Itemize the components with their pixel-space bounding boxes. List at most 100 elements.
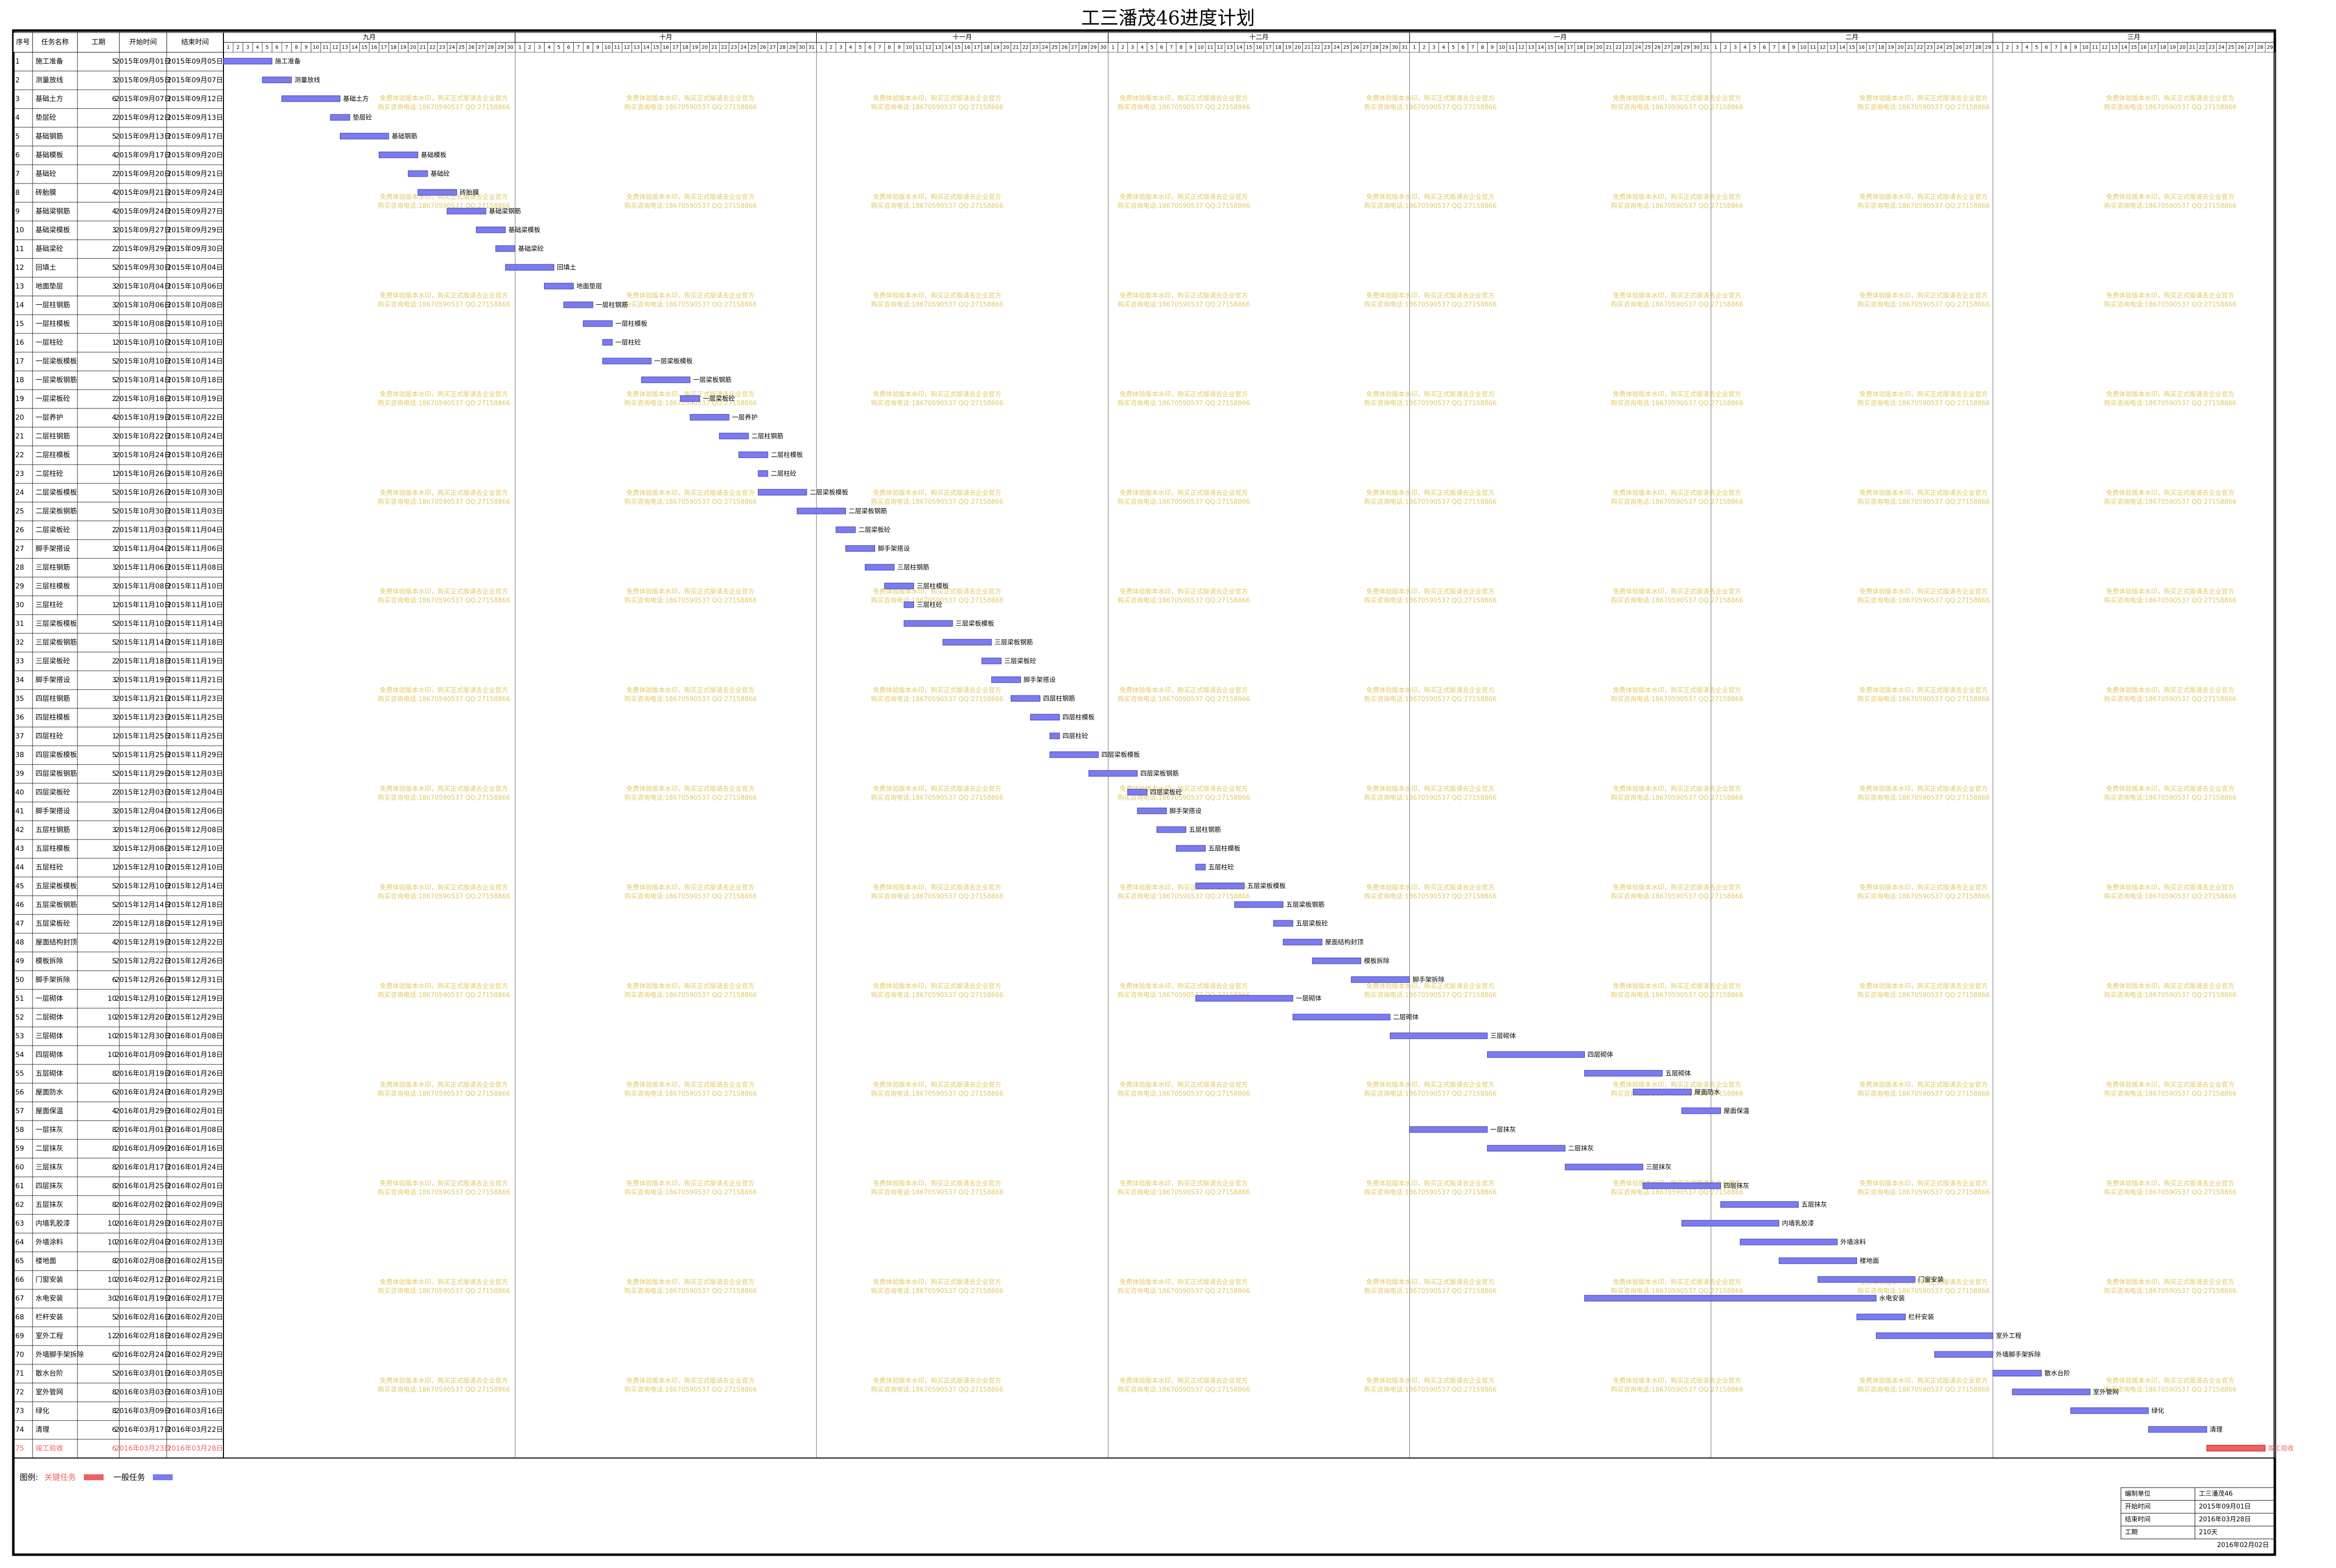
task-bar: [797, 508, 846, 514]
day-label: 20: [410, 45, 416, 50]
cell-end: 2015年10月06日: [167, 283, 223, 291]
day-label: 1: [1714, 45, 1717, 50]
task-bar-label: 回填土: [557, 264, 576, 272]
cell-start: 2015年09月30日: [115, 264, 171, 272]
header-cell: [32, 32, 78, 53]
month-label: 二月: [1846, 34, 1859, 41]
watermark: 免费体验版本水印，购买正式版请去企业官方: [873, 489, 1001, 497]
day-label: 1: [1996, 45, 1999, 50]
cell-id: 65: [15, 1257, 24, 1265]
cell-id: 72: [15, 1388, 24, 1396]
task-bar-label: 外墙脚手架拆除: [1996, 1351, 2041, 1359]
watermark: 购买咨询电话:18670590537 QQ:27158866: [1611, 893, 1744, 901]
day-label: 28: [1372, 45, 1379, 50]
task-bar-label: 楼地面: [1860, 1258, 1879, 1265]
day-label: 10: [2082, 45, 2088, 50]
watermark: 免费体验版本水印，购买正式版请去企业官方: [1366, 1278, 1495, 1286]
cell-start: 2015年11月25日: [115, 732, 171, 740]
cell-id: 12: [15, 264, 24, 272]
cell-duration: 2: [112, 789, 116, 797]
task-bar: [2148, 1426, 2207, 1433]
watermark: 免费体验版本水印，购买正式版请去企业官方: [380, 983, 508, 990]
cell-start: 2015年11月06日: [115, 564, 171, 572]
cell-duration: 2: [112, 526, 116, 534]
watermark: 购买咨询电话:18670590537 QQ:27158866: [1858, 695, 1990, 703]
day-label: 24: [1334, 45, 1340, 50]
day-label: 26: [1061, 45, 1068, 50]
cell-id: 35: [15, 695, 24, 703]
task-bar: [602, 339, 613, 346]
cell-id: 59: [15, 1145, 24, 1153]
watermark: 购买咨询电话:18670590537 QQ:27158866: [1611, 301, 1744, 309]
cell-id: 50: [15, 976, 24, 984]
cell-name: 测量放线: [36, 76, 63, 84]
task-bar-label: 脚手架拆除: [1413, 976, 1445, 984]
day-label: 13: [2111, 45, 2117, 50]
cell-name: 一层砌体: [36, 995, 63, 1003]
task-bar-label: 一层柱模板: [615, 321, 647, 328]
cell-start: 2016年01月09日: [115, 1145, 171, 1153]
day-label: 27: [478, 45, 484, 50]
cell-name: 地面垫层: [36, 283, 63, 291]
task-bar: [1389, 1032, 1488, 1039]
day-label: 22: [1314, 45, 1320, 50]
task-bar-label: 四层梁板钢筋: [1140, 770, 1179, 778]
watermark: 购买咨询电话:18670590537 QQ:27158866: [378, 1090, 511, 1098]
watermark: 购买咨询电话:18670590537 QQ:27158866: [871, 991, 1004, 999]
watermark: 免费体验版本水印，购买正式版请去企业官方: [1366, 95, 1495, 103]
cell-name: 一层梁板砼: [36, 395, 70, 403]
watermark: 购买咨询电话:18670590537 QQ:27158866: [1118, 104, 1250, 111]
cell-name: 栏杆安装: [36, 1313, 63, 1321]
watermark: 购买咨询电话:18670590537 QQ:27158866: [1118, 1090, 1250, 1098]
watermark: 免费体验版本水印，购买正式版请去企业官方: [873, 391, 1001, 399]
cell-end: 2015年09月21日: [167, 170, 223, 178]
day-label: 16: [1256, 45, 1262, 50]
cell-duration: 3: [112, 583, 116, 590]
day-label: 17: [1567, 45, 1573, 50]
task-bar-label: 基础土方: [343, 95, 369, 103]
day-label: 31: [808, 45, 815, 50]
task-bar: [738, 451, 768, 458]
cell-end: 2015年10月30日: [167, 489, 223, 497]
cell-duration: 8: [112, 1070, 116, 1078]
day-label: 17: [672, 45, 679, 50]
day-label: 29: [1091, 45, 1097, 50]
watermark: 购买咨询电话:18670590537 QQ:27158866: [1858, 1090, 1990, 1098]
day-label: 3: [1432, 45, 1435, 50]
cell-start: 2015年12月04日: [115, 807, 171, 815]
day-label: 9: [1189, 45, 1192, 50]
watermark: 购买咨询电话:18670590537 QQ:27158866: [378, 794, 511, 802]
day-label: 11: [323, 45, 329, 50]
legend-critical-swatch: [84, 1474, 104, 1480]
watermark: 免费体验版本水印，购买正式版请去企业官方: [626, 391, 755, 399]
watermark: 免费体验版本水印，购买正式版请去企业官方: [2106, 785, 2234, 793]
day-label: 6: [2045, 45, 2048, 50]
watermark: 购买咨询电话:18670590537 QQ:27158866: [624, 1287, 757, 1295]
column-header: 序号: [16, 38, 30, 46]
title-block-text: 开始时间: [2125, 1503, 2151, 1511]
title-block-text: 编制单位: [2125, 1491, 2151, 1498]
day-label: 10: [1800, 45, 1807, 50]
task-bar: [1195, 864, 1206, 871]
cell-name: 四层柱砼: [36, 732, 63, 740]
watermark: 免费体验版本水印，购买正式版请去企业官方: [626, 1278, 755, 1286]
task-bar-label: 栏杆安装: [1908, 1314, 1934, 1321]
task-bar: [1088, 770, 1138, 777]
cell-duration: 8: [112, 1388, 116, 1396]
cell-name: 五层柱钢筋: [36, 826, 70, 834]
task-bar: [641, 376, 691, 383]
day-label: 5: [859, 45, 862, 50]
cell-duration: 3: [112, 826, 116, 834]
cell-start: 2015年10月04日: [115, 283, 171, 291]
day-label: 13: [1829, 45, 1836, 50]
watermark: 购买咨询电话:18670590537 QQ:27158866: [624, 1386, 757, 1394]
cell-duration: 5: [112, 770, 116, 778]
cell-end: 2015年11月25日: [167, 714, 223, 722]
cell-duration: 10: [108, 1276, 116, 1284]
day-label: 13: [935, 45, 941, 50]
cell-duration: 3: [112, 301, 116, 309]
watermark: 免费体验版本水印，购买正式版请去企业官方: [1613, 785, 1741, 793]
watermark: 购买咨询电话:18670590537 QQ:27158866: [624, 498, 757, 506]
day-label: 28: [779, 45, 786, 50]
watermark: 购买咨询电话:18670590537 QQ:27158866: [1118, 893, 1250, 901]
